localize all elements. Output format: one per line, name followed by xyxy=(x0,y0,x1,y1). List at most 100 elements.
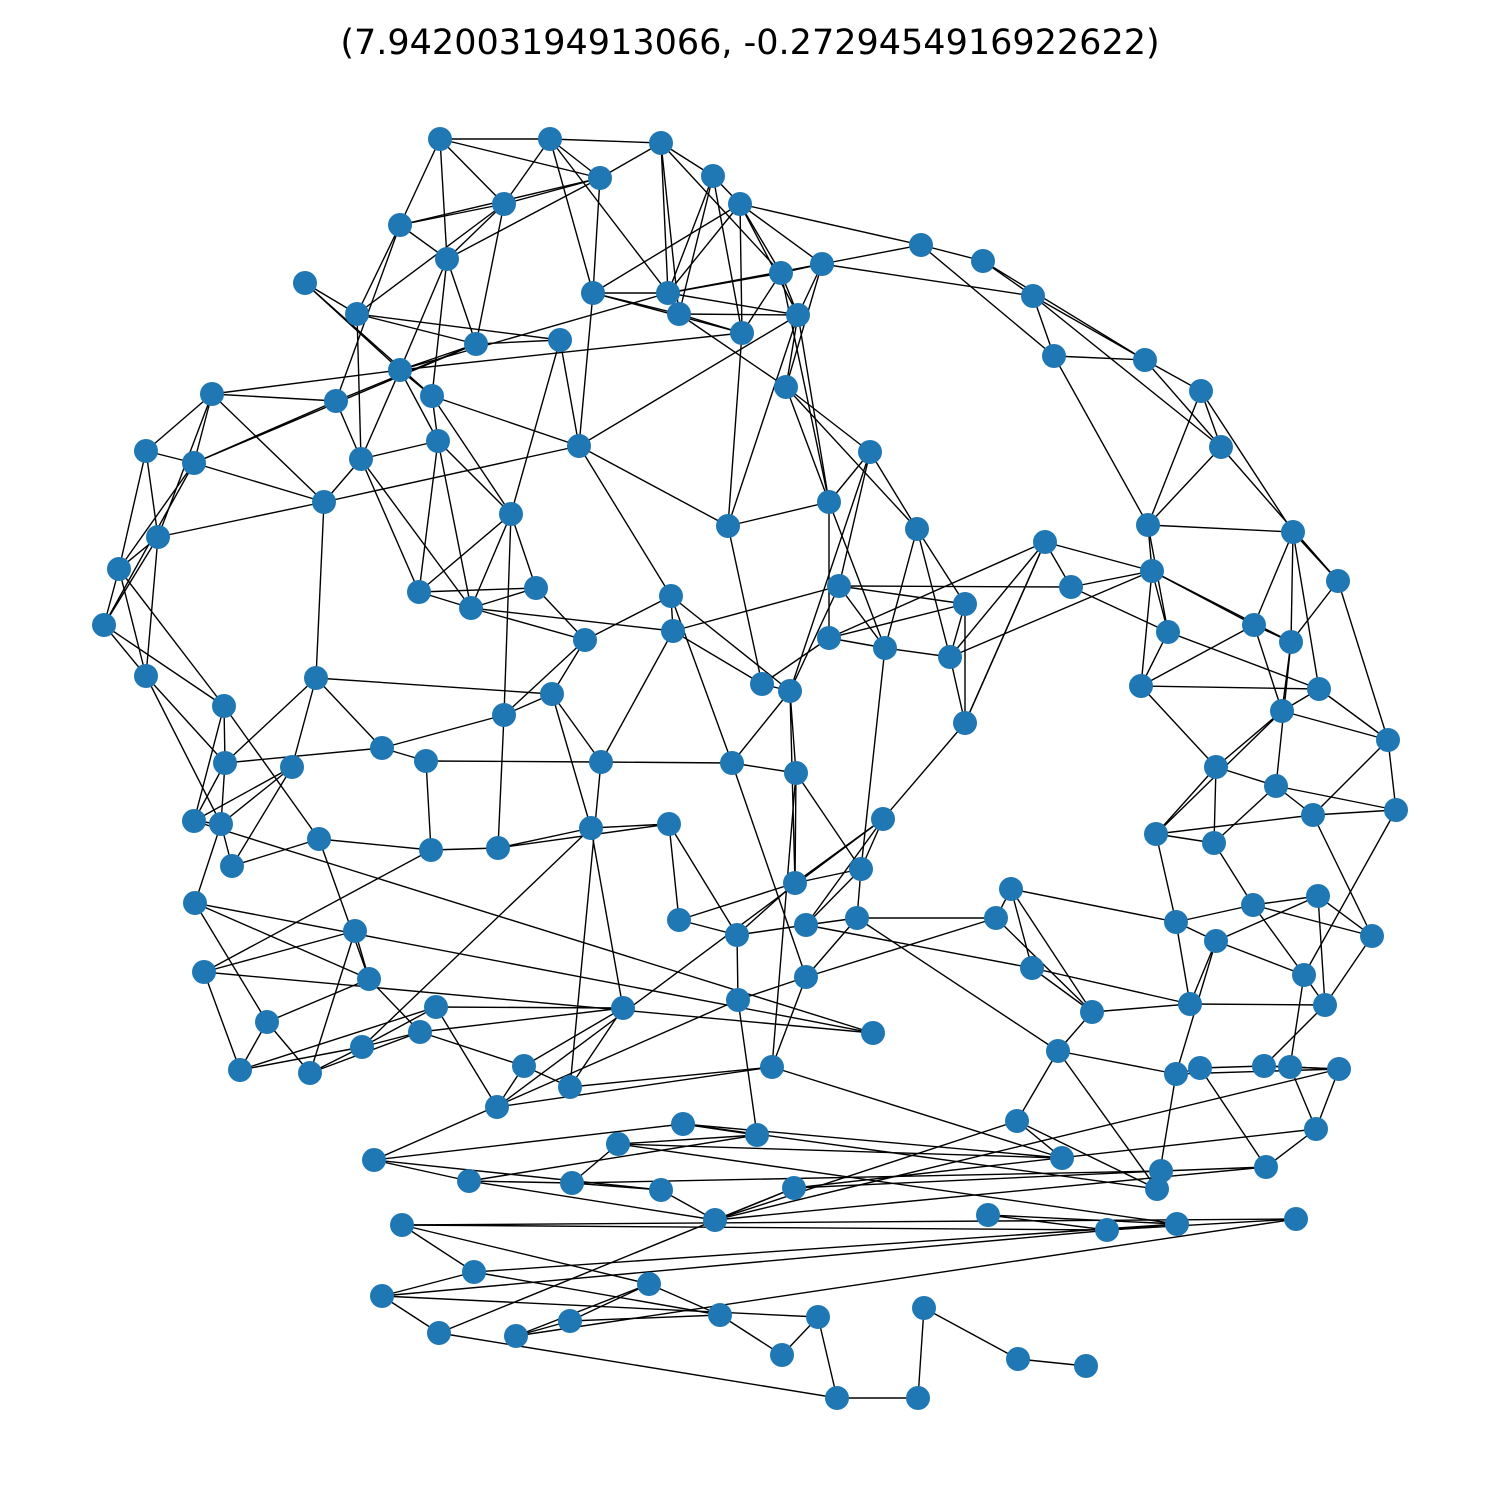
graph-node xyxy=(1021,284,1045,308)
graph-edge xyxy=(1155,766,1217,835)
graph-edge xyxy=(468,1180,573,1184)
graph-node xyxy=(871,807,895,831)
graph-edge xyxy=(805,868,862,926)
graph-node xyxy=(1278,1055,1302,1079)
graph-node xyxy=(1156,620,1180,644)
graph-node xyxy=(1042,344,1066,368)
graph-edge xyxy=(266,978,370,1023)
graph-edge xyxy=(1053,355,1149,526)
graph-edge xyxy=(356,313,477,345)
graph-node xyxy=(307,827,331,851)
graph-node xyxy=(661,619,685,643)
graph-edge xyxy=(569,1283,650,1322)
graph-edge xyxy=(318,838,432,851)
graph-edge xyxy=(982,260,1146,361)
graph-edge xyxy=(1199,1067,1267,1168)
graph-edge xyxy=(1031,967,1093,1013)
graph-edge xyxy=(118,462,195,570)
graph-node xyxy=(1129,674,1153,698)
graph-node xyxy=(492,192,516,216)
graph-node xyxy=(1074,1354,1098,1378)
graph-edge xyxy=(1290,531,1294,643)
graph-edge xyxy=(211,393,325,503)
graph-edge xyxy=(323,445,580,503)
graph-node xyxy=(976,1203,1000,1227)
graph-node xyxy=(750,672,774,696)
graph-edge xyxy=(118,568,147,677)
graph-edge xyxy=(468,1134,758,1182)
graph-edge xyxy=(1281,710,1389,741)
graph-edge xyxy=(431,395,512,515)
graph-node xyxy=(1306,884,1330,908)
graph-edge xyxy=(1140,570,1153,687)
graph-edge xyxy=(231,838,320,867)
graph-edge xyxy=(401,1224,1108,1231)
graph-edge xyxy=(1032,295,1146,361)
graph-edge xyxy=(678,882,796,921)
graph-edge xyxy=(789,690,796,884)
graph-edge xyxy=(1010,888,1177,923)
graph-edge xyxy=(473,1223,1178,1273)
graph-node xyxy=(1033,530,1057,554)
graph-node xyxy=(858,440,882,464)
graph-edge xyxy=(549,138,662,144)
graph-node xyxy=(1095,1218,1119,1242)
graph-node xyxy=(304,666,328,690)
graph-node xyxy=(786,303,810,327)
graph-edge xyxy=(828,541,1046,639)
graph-node xyxy=(220,854,244,878)
graph-edge xyxy=(1010,888,1033,969)
graph-edge xyxy=(103,624,225,707)
graph-edge xyxy=(549,138,594,294)
graph-edge xyxy=(1140,685,1217,768)
graph-edge xyxy=(1252,904,1373,937)
graph-edge xyxy=(600,761,733,764)
graph-edge xyxy=(737,999,758,1136)
graph-edge xyxy=(739,203,922,246)
graph-edge xyxy=(381,714,505,749)
graph-edge xyxy=(438,1332,838,1399)
graph-edge xyxy=(438,1187,795,1334)
graph-node xyxy=(667,908,691,932)
graph-edge xyxy=(399,369,439,442)
graph-edge xyxy=(805,917,858,978)
graph-edge xyxy=(714,1068,1340,1221)
graph-edge xyxy=(368,978,421,1033)
graph-edge xyxy=(194,823,222,904)
graph-edge xyxy=(1175,904,1254,923)
graph-edge xyxy=(399,343,477,371)
graph-node xyxy=(825,1386,849,1410)
graph-node xyxy=(420,384,444,408)
graph-edge xyxy=(678,313,787,388)
graph-node xyxy=(1284,1207,1308,1231)
graph-node xyxy=(794,965,818,989)
graph-edge xyxy=(731,690,791,764)
graph-node xyxy=(701,164,725,188)
graph-node xyxy=(769,261,793,285)
graph-edge xyxy=(418,440,439,593)
graph-node xyxy=(280,755,304,779)
graph-node xyxy=(424,995,448,1019)
graph-edge xyxy=(1070,586,1169,633)
graph-edge xyxy=(794,772,797,884)
graph-edge xyxy=(224,677,317,764)
graph-edge xyxy=(439,138,505,205)
graph-node xyxy=(499,502,523,526)
graph-node xyxy=(1376,728,1400,752)
graph-node xyxy=(637,1272,661,1296)
graph-node xyxy=(1020,956,1044,980)
graph-node xyxy=(581,281,605,305)
graph-node xyxy=(716,514,740,538)
graph-edge xyxy=(496,1066,773,1108)
graph-edge xyxy=(569,761,602,1088)
graph-node xyxy=(806,1305,830,1329)
graph-edge xyxy=(964,541,1046,724)
graph-node xyxy=(298,1061,322,1085)
graph-edge xyxy=(1317,895,1326,1006)
graph-edge xyxy=(719,1314,783,1356)
graph-node xyxy=(558,1309,582,1333)
graph-edge xyxy=(1160,1166,1267,1172)
graph-node xyxy=(1252,1054,1276,1078)
graph-node xyxy=(817,490,841,514)
graph-edge xyxy=(468,1180,716,1221)
